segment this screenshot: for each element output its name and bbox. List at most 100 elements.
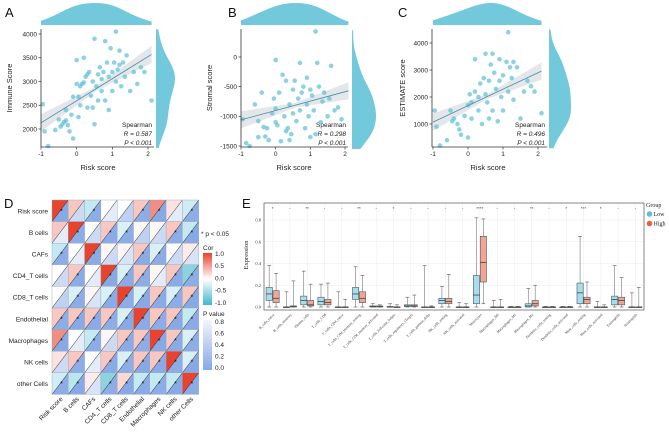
cell-diagonal: [133, 243, 150, 265]
x-tick-label: Neutrophils: [623, 312, 638, 327]
p-colorbar-label: 0.4: [215, 342, 224, 349]
data-point: [81, 55, 87, 61]
data-point: [297, 60, 303, 66]
data-point: [493, 86, 499, 92]
data-point: [306, 114, 311, 119]
cell-diagonal: [84, 372, 102, 395]
cell-diagonal: [182, 221, 199, 244]
significance-star: *: [125, 273, 128, 280]
data-point: [90, 105, 96, 110]
significance-label: **: [530, 206, 534, 211]
data-point: [472, 56, 478, 62]
data-point: [74, 81, 79, 87]
x-tick-label: 0: [466, 151, 470, 158]
x-tick-label: Plasma_cells: [294, 312, 311, 329]
cell-diagonal: [51, 199, 69, 222]
x-tick-label: B_cells_naive: [258, 313, 276, 331]
significance-star: *: [93, 252, 96, 259]
cell-diagonal: [165, 199, 183, 222]
cell-diagonal: [84, 329, 102, 352]
y-tick-label: 4000: [23, 31, 38, 38]
data-point: [514, 65, 520, 70]
data-point: [149, 98, 154, 103]
low-box: [473, 275, 480, 305]
data-point: [332, 108, 337, 113]
cell-diagonal: [149, 286, 167, 309]
y-tick-label: 0.8: [255, 218, 261, 223]
cell-diagonal: [84, 351, 102, 373]
data-point: [476, 94, 481, 100]
data-point: [101, 69, 106, 75]
cell-diagonal: [165, 243, 183, 265]
y-density: [156, 29, 175, 148]
data-point: [488, 62, 494, 67]
significance-star: *: [158, 360, 161, 367]
data-point: [491, 70, 497, 75]
data-point: [297, 108, 303, 113]
data-point: [462, 113, 467, 119]
significance-star: *: [109, 273, 112, 280]
row-label: CD4_T cells: [13, 273, 49, 280]
data-point: [122, 74, 128, 80]
significance-star: *: [158, 208, 161, 215]
cell-diagonal: [133, 199, 150, 222]
data-point: [479, 121, 485, 127]
cell-diagonal: [149, 243, 167, 265]
significance-label: **: [305, 206, 309, 211]
cell-diagonal: [51, 243, 69, 265]
data-point: [124, 53, 129, 58]
cell-border: [182, 372, 199, 395]
cell-diagonal: [149, 264, 167, 287]
y-tick-label: 0.0: [255, 305, 261, 310]
cell-diagonal: [68, 286, 85, 309]
data-point: [56, 117, 62, 122]
cell-diagonal: [68, 351, 85, 373]
data-point: [40, 102, 46, 107]
significance-label: -: [445, 206, 447, 211]
y-tick-label: 2000: [414, 94, 429, 101]
cell-diagonal: [51, 372, 69, 395]
stats-method: Spearman: [122, 122, 152, 129]
x-tick-label: T_cells_CD4_memory_resting: [327, 313, 361, 347]
data-point: [498, 94, 504, 100]
x-tick-label: Eosinophils: [606, 312, 621, 327]
data-point: [432, 108, 438, 113]
data-point: [477, 81, 483, 86]
cell-diagonal: [100, 351, 118, 373]
legend-title: Group: [646, 203, 661, 209]
low-box: [576, 282, 584, 305]
data-point: [507, 65, 513, 70]
x-density: [241, 3, 349, 25]
cell-diagonal: [100, 221, 118, 244]
significance-star: *: [158, 295, 161, 302]
data-point: [102, 38, 108, 44]
significance-star: *: [93, 316, 96, 323]
significance-star: *: [109, 295, 112, 302]
cell-diagonal: [165, 372, 183, 395]
data-point: [311, 108, 317, 113]
cell-diagonal: [51, 286, 69, 309]
cell-diagonal: [133, 221, 150, 244]
y-axis-label: ESTIMATE score: [398, 59, 407, 116]
cell-diagonal: [182, 372, 199, 395]
data-point: [490, 51, 495, 57]
data-point: [486, 116, 492, 121]
data-point: [456, 127, 462, 132]
cell-diagonal: [84, 286, 102, 309]
significance-label: -: [635, 206, 637, 211]
data-point: [63, 107, 69, 113]
data-point: [325, 114, 330, 119]
significance-star: *: [76, 381, 79, 388]
cell-diagonal: [51, 307, 69, 330]
significance-star: *: [125, 360, 128, 367]
data-point: [76, 114, 81, 120]
data-point: [74, 57, 79, 63]
legend-low-label: Low: [654, 212, 666, 218]
data-point: [85, 105, 90, 110]
data-point: [314, 60, 320, 66]
significance-star: *: [76, 360, 79, 367]
data-point: [532, 89, 537, 94]
data-point: [290, 111, 296, 116]
data-point: [290, 87, 296, 92]
cell-diagonal: [100, 307, 118, 330]
